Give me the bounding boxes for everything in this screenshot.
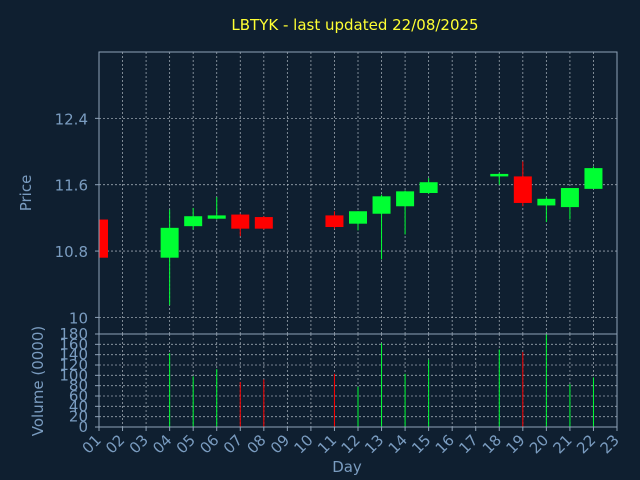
candle-day-20 bbox=[537, 197, 556, 223]
volume-tick-label: 180 bbox=[59, 325, 88, 343]
candle-day-15 bbox=[419, 178, 438, 194]
price-tick-label: 11.6 bbox=[55, 177, 88, 195]
price-panel: 10 10.8 11.6 12.4 Price bbox=[17, 51, 618, 335]
candle-body bbox=[490, 173, 509, 177]
price-tick-labels: 10 10.8 11.6 12.4 bbox=[55, 110, 99, 327]
candle-day-21 bbox=[560, 188, 579, 220]
candle-body bbox=[349, 211, 367, 224]
candle-body bbox=[231, 214, 250, 229]
volume-tick-label: 20 bbox=[69, 408, 88, 426]
volume-tick-label: 80 bbox=[69, 377, 88, 395]
candle-body bbox=[254, 217, 273, 229]
volume-tick-label: 120 bbox=[59, 356, 88, 374]
candle-day-14 bbox=[396, 190, 415, 235]
candle-body bbox=[513, 176, 532, 203]
candle-body bbox=[419, 182, 438, 193]
candle-day-8 bbox=[254, 216, 273, 230]
volume-axis-label: Volume (0000) bbox=[29, 326, 47, 436]
candle-body bbox=[372, 196, 391, 214]
candle-day-19 bbox=[513, 161, 532, 207]
volume-tick-label: 40 bbox=[69, 397, 88, 415]
candle-body bbox=[325, 215, 344, 228]
candle-day-22 bbox=[584, 166, 603, 189]
candle-body bbox=[560, 188, 579, 208]
volume-tick-label: 140 bbox=[59, 346, 88, 364]
candle-day-4 bbox=[160, 209, 179, 305]
candle-body bbox=[537, 198, 556, 206]
price-candles bbox=[98, 161, 603, 305]
volume-tick-label: 100 bbox=[59, 366, 88, 384]
candle-day-1 bbox=[98, 219, 108, 258]
candle-day-18 bbox=[490, 173, 509, 185]
candle-body bbox=[184, 216, 203, 227]
x-axis-label: Day bbox=[332, 458, 362, 476]
chart-title: LBTYK - last updated 22/08/2025 bbox=[231, 16, 478, 34]
candle-day-12 bbox=[349, 211, 367, 231]
candle-day-5 bbox=[184, 207, 203, 230]
candle-body bbox=[160, 227, 179, 258]
candle-body bbox=[99, 219, 108, 258]
volume-tick-label: 60 bbox=[69, 387, 88, 405]
candle-body bbox=[207, 215, 226, 219]
price-tick-label: 10 bbox=[69, 309, 88, 327]
price-tick-label: 12.4 bbox=[55, 110, 88, 128]
candle-day-11 bbox=[325, 211, 344, 229]
candle-body bbox=[584, 168, 603, 189]
price-axis-label: Price bbox=[17, 175, 35, 212]
candle-day-6 bbox=[207, 197, 226, 220]
volume-tick-label: 160 bbox=[59, 335, 88, 353]
volume-tick-label: 0 bbox=[78, 418, 88, 436]
candle-day-7 bbox=[231, 213, 250, 237]
volume-bars bbox=[169, 334, 594, 427]
candle-body bbox=[396, 191, 415, 207]
candle-day-13 bbox=[372, 194, 391, 260]
price-tick-label: 10.8 bbox=[55, 243, 88, 261]
